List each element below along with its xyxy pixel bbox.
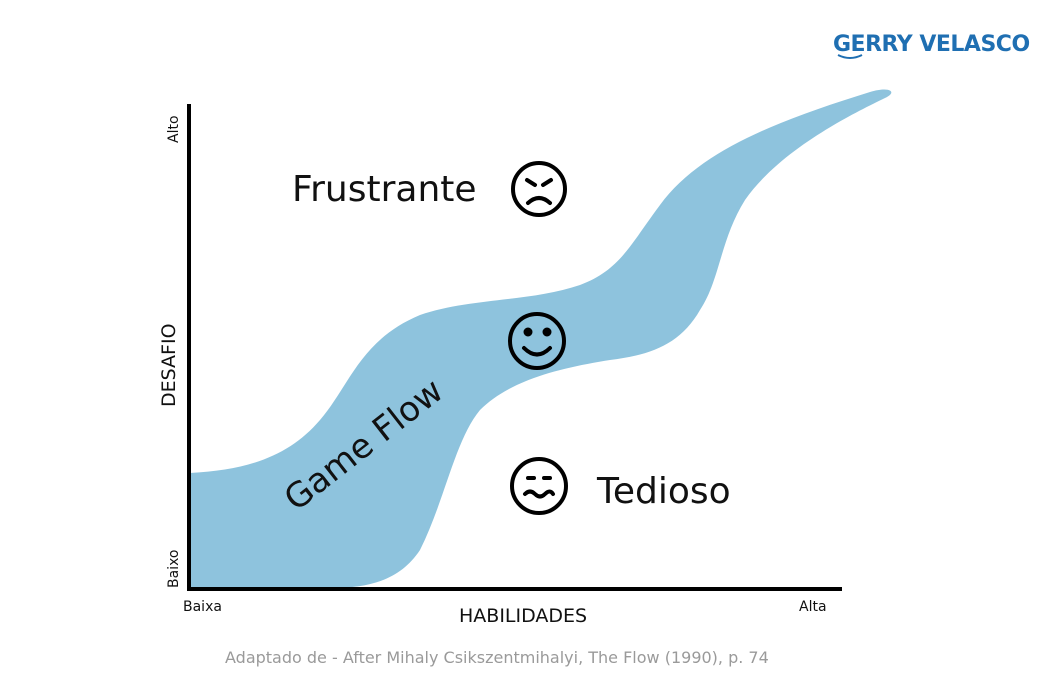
x-axis-high-label: Alta [799,599,827,615]
flow-band [190,89,892,589]
y-axis-title: DESAFIO [158,323,180,407]
x-axis-low-label: Baixa [183,599,222,615]
smiling-face-icon [508,312,566,370]
y-axis-low-label: Baixo [166,550,182,589]
brand-logo: GERRY VELASCO [833,32,1030,57]
boring-label: Tedioso [596,471,731,512]
source-caption: Adaptado de - After Mihaly Csikszentmiha… [225,648,769,667]
angry-face-icon [511,161,567,217]
x-axis-title: HABILIDADES [459,605,587,627]
uneasy-face-icon [510,457,568,515]
y-axis-high-label: Alto [166,115,182,143]
frustrating-label: Frustrante [292,169,477,210]
logo-smile-mark [837,54,863,59]
